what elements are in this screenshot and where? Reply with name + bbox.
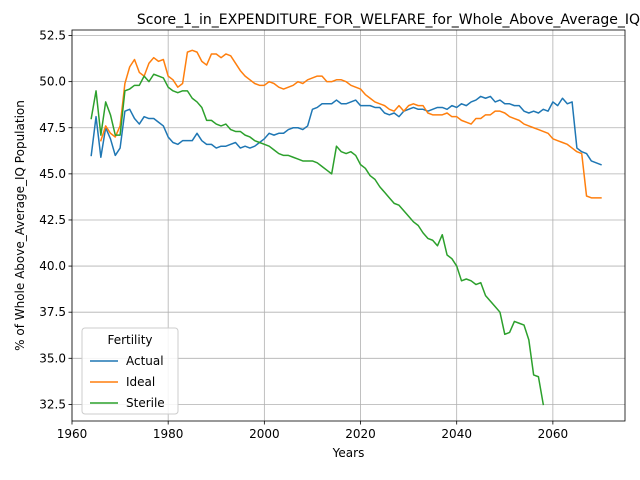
x-tick-label: 1980 — [153, 427, 184, 441]
series-line-actual — [90, 95, 602, 166]
x-axis-label: Years — [332, 446, 365, 460]
legend-entry-label: Ideal — [126, 375, 155, 389]
legend-box — [81, 327, 179, 415]
y-tick-label: 52.5 — [39, 29, 66, 43]
legend-title: Fertility — [107, 333, 152, 347]
y-tick-label: 47.5 — [39, 121, 66, 135]
series-line-ideal — [99, 49, 602, 199]
x-tick-label: 1960 — [57, 427, 88, 441]
x-tick-label: 2000 — [249, 427, 280, 441]
y-tick-label: 45.0 — [39, 167, 66, 181]
legend-entry-label: Sterile — [126, 396, 165, 410]
series-line-sterile — [90, 73, 545, 406]
y-axis: 32.5 35.0 37.5 40.0 42.5 45.0 47.5 50.0 52.5 — [39, 29, 72, 411]
x-tick-label: 2040 — [441, 427, 472, 441]
legend: Fertility Actual Ideal Sterile — [81, 327, 179, 415]
y-tick-label: 37.5 — [39, 305, 66, 319]
y-tick-label: 50.0 — [39, 75, 66, 89]
legend-entry-label: Actual — [126, 354, 164, 368]
x-tick-label: 2020 — [345, 427, 376, 441]
x-axis: 1960 1980 2000 2020 2040 2060 — [57, 421, 568, 441]
x-tick-label: 2060 — [538, 427, 569, 441]
y-tick-label: 42.5 — [39, 213, 66, 227]
y-tick-label: 40.0 — [39, 259, 66, 273]
series-layer — [90, 49, 602, 406]
plot-frame — [71, 29, 626, 422]
y-tick-label: 32.5 — [39, 397, 66, 411]
chart-title: Score_1_in_EXPENDITURE_FOR_WELFARE_for_W… — [137, 12, 640, 28]
y-axis-label: % of Whole Above_Average_IQ Population — [13, 100, 27, 351]
y-tick-label: 35.0 — [39, 351, 66, 365]
